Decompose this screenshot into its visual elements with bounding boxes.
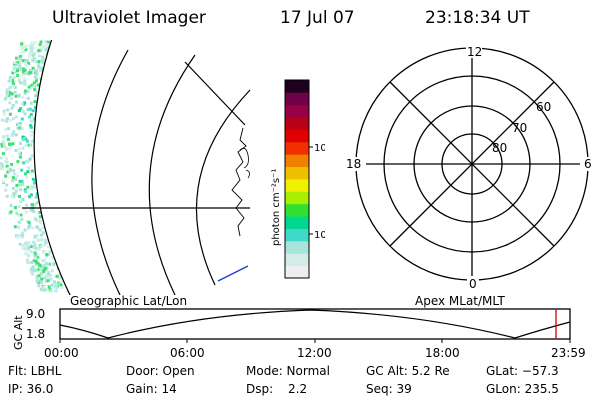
- colorbar-cell: [285, 240, 309, 254]
- seq-readout: Seq: 39: [366, 382, 412, 396]
- glat-readout: GLat: −57.3: [486, 364, 559, 378]
- colorbar-cell: [285, 265, 309, 279]
- timeline-left-label: Geographic Lat/Lon: [70, 294, 187, 308]
- timeline-right-label: Apex MLat/MLT: [415, 294, 505, 308]
- gc-alt-readout: GC Alt: 5.2 Re: [366, 364, 450, 378]
- colorbar-cell: [285, 203, 309, 217]
- dsp-label: Dsp:: [246, 382, 274, 396]
- door-readout: Door: Open: [126, 364, 195, 378]
- colorbar-cell: [285, 179, 309, 192]
- colorbar-cell: [285, 166, 309, 180]
- auroral-emission: [0, 40, 75, 293]
- mlt-label-12: 12: [467, 45, 482, 59]
- colorbar-cell: [285, 141, 309, 155]
- observation-date: 17 Jul 07: [280, 8, 355, 28]
- dsp-value: 2.2: [288, 382, 308, 396]
- filter-readout: Flt: LBHL: [8, 364, 62, 378]
- timeline-y-tick-min: 1.8: [26, 327, 45, 341]
- colorbar-cell: [285, 117, 309, 130]
- colorbar-unit-label: photon cm⁻²s⁻¹: [271, 169, 282, 246]
- timeline-x-tick-2359: 23:59: [551, 346, 586, 360]
- instrument-title: Ultraviolet Imager: [52, 8, 206, 28]
- colorbar: 100 10 photon cm⁻²s⁻¹: [271, 79, 325, 279]
- coastline: [231, 127, 247, 237]
- polar-mlat-mlt-plot: 12 18 6 0 60 70 80: [344, 45, 596, 291]
- colorbar-tick-10: 10: [314, 230, 325, 241]
- mlt-label-0: 0: [469, 277, 477, 291]
- colorbar-cell: [285, 104, 309, 118]
- ip-readout: IP: 36.0: [8, 382, 54, 396]
- orbit-timeline: Geographic Lat/Lon Apex MLat/MLT GC Alt …: [12, 294, 586, 360]
- glon-readout: GLon: 235.5: [486, 382, 559, 396]
- colorbar-cell: [285, 228, 309, 242]
- colorbar-cell: [285, 80, 309, 93]
- lat-label-60: 60: [536, 100, 551, 114]
- timeline-y-label: GC Alt: [12, 315, 25, 350]
- timeline-y-tick-max: 9.0: [26, 307, 45, 321]
- timeline-x-tick-1200: 12:00: [297, 346, 332, 360]
- timeline-x-tick-1800: 18:00: [425, 346, 460, 360]
- lat-label-80: 80: [492, 141, 507, 155]
- colorbar-cell: [285, 216, 309, 229]
- timeline-x-tick-0000: 00:00: [44, 346, 79, 360]
- colorbar-cell: [285, 154, 309, 168]
- colorbar-cell: [285, 191, 309, 205]
- lat-label-70: 70: [512, 121, 527, 135]
- mlt-label-18: 18: [346, 157, 361, 171]
- colorbar-cell: [285, 92, 309, 106]
- observation-time: 23:18:34 UT: [425, 8, 530, 28]
- colorbar-tick-100: 100: [314, 143, 325, 154]
- gain-readout: Gain: 14: [126, 382, 177, 396]
- spacecraft-direction-line: [217, 265, 249, 282]
- colorbar-cell: [285, 129, 309, 143]
- altitude-curve: [59, 309, 571, 339]
- earth-image-panel: [0, 40, 251, 295]
- timeline-x-tick-0600: 06:00: [170, 346, 205, 360]
- mlt-label-6: 6: [584, 157, 592, 171]
- geographic-grid: [22, 40, 251, 295]
- colorbar-cell: [285, 253, 309, 267]
- mode-readout: Mode: Normal: [246, 364, 330, 378]
